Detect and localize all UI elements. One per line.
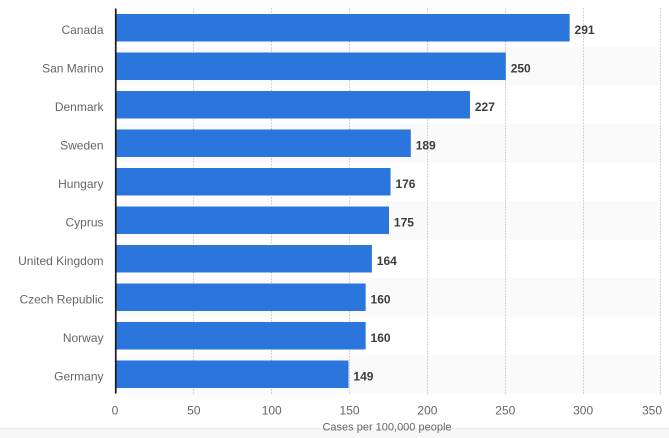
svg-text:350: 350 <box>642 403 662 417</box>
svg-text:Cyprus: Cyprus <box>65 216 103 230</box>
svg-text:Norway: Norway <box>63 331 104 345</box>
svg-text:300: 300 <box>573 403 593 417</box>
svg-text:160: 160 <box>371 293 391 307</box>
svg-text:Germany: Germany <box>54 370 103 384</box>
svg-text:175: 175 <box>394 216 414 230</box>
svg-text:50: 50 <box>187 403 201 417</box>
svg-text:291: 291 <box>575 23 595 37</box>
svg-text:176: 176 <box>395 177 415 191</box>
svg-text:200: 200 <box>417 403 437 417</box>
svg-text:250: 250 <box>511 62 531 76</box>
svg-text:160: 160 <box>371 331 391 345</box>
svg-text:0: 0 <box>112 403 119 417</box>
svg-text:189: 189 <box>416 139 436 153</box>
svg-text:227: 227 <box>475 100 495 114</box>
svg-text:Cases per 100,000 people: Cases per 100,000 people <box>322 421 451 433</box>
svg-text:250: 250 <box>495 403 515 417</box>
svg-text:Sweden: Sweden <box>60 139 103 153</box>
svg-text:150: 150 <box>340 403 360 417</box>
svg-text:Denmark: Denmark <box>55 100 105 114</box>
svg-text:100: 100 <box>262 403 282 417</box>
svg-text:San Marino: San Marino <box>42 62 104 76</box>
svg-text:Czech Republic: Czech Republic <box>19 293 103 307</box>
svg-text:Canada: Canada <box>61 23 103 37</box>
svg-text:164: 164 <box>377 254 397 268</box>
svg-text:Hungary: Hungary <box>58 177 103 191</box>
svg-text:149: 149 <box>353 370 373 384</box>
svg-text:United Kingdom: United Kingdom <box>18 254 103 268</box>
